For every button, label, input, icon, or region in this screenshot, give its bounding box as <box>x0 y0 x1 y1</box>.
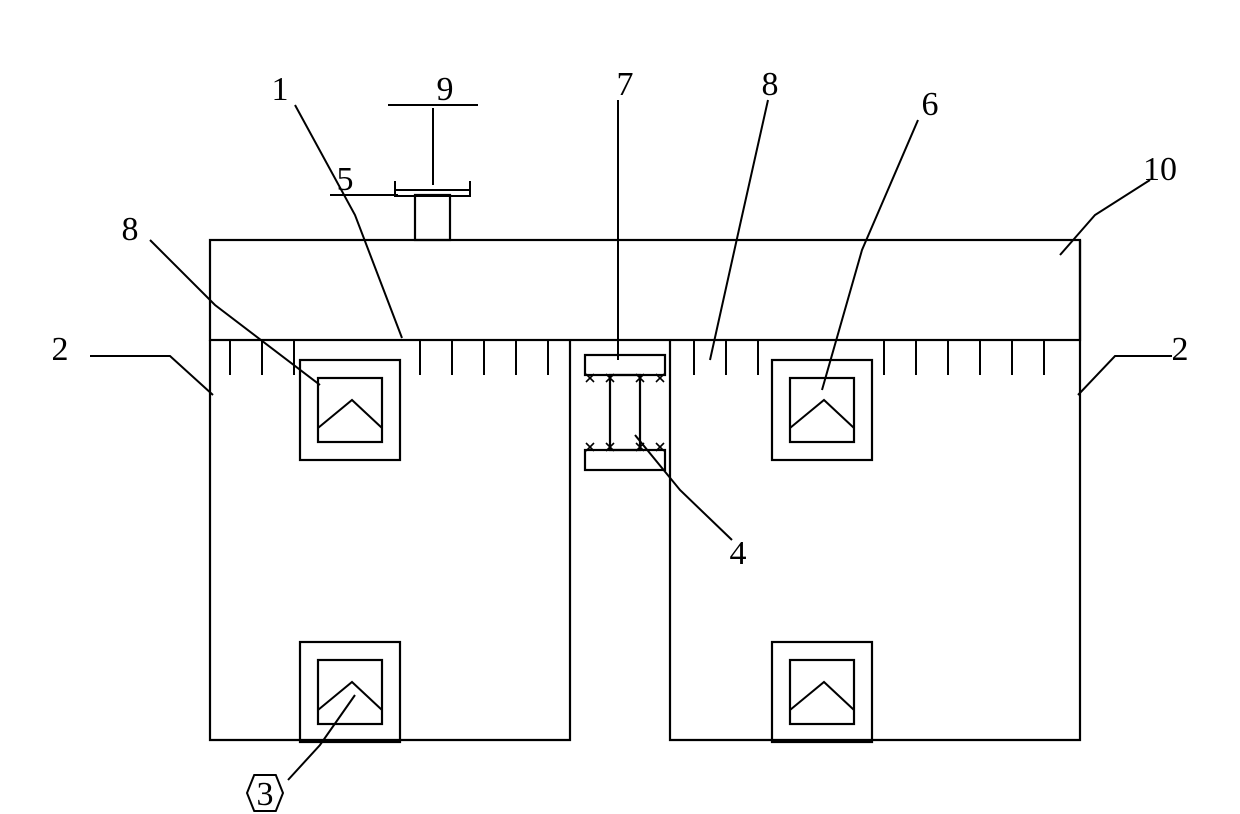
label-text-7: 7 <box>617 66 634 103</box>
teeth-row <box>230 340 1044 375</box>
label-text-2R: 2 <box>1172 331 1189 368</box>
label-text-8R: 8 <box>762 66 779 103</box>
window-top-right <box>772 360 872 460</box>
label-text-3: 3 <box>257 776 274 813</box>
window-bottom-right <box>772 642 872 742</box>
chimney <box>395 190 470 240</box>
label-text-2L: 2 <box>52 331 69 368</box>
label-text-6: 6 <box>922 86 939 123</box>
label-text-1: 1 <box>272 71 289 108</box>
building-left <box>210 340 570 740</box>
label-text-5: 5 <box>337 161 354 198</box>
label-text-8L: 8 <box>122 211 139 248</box>
center-connector <box>585 355 665 470</box>
label-text-10: 10 <box>1143 151 1177 188</box>
label-text-4: 4 <box>730 535 747 572</box>
label-text-9: 9 <box>437 71 454 108</box>
window-bottom-left <box>300 642 400 742</box>
window-top-left <box>300 360 400 460</box>
top-bar <box>210 240 1080 340</box>
